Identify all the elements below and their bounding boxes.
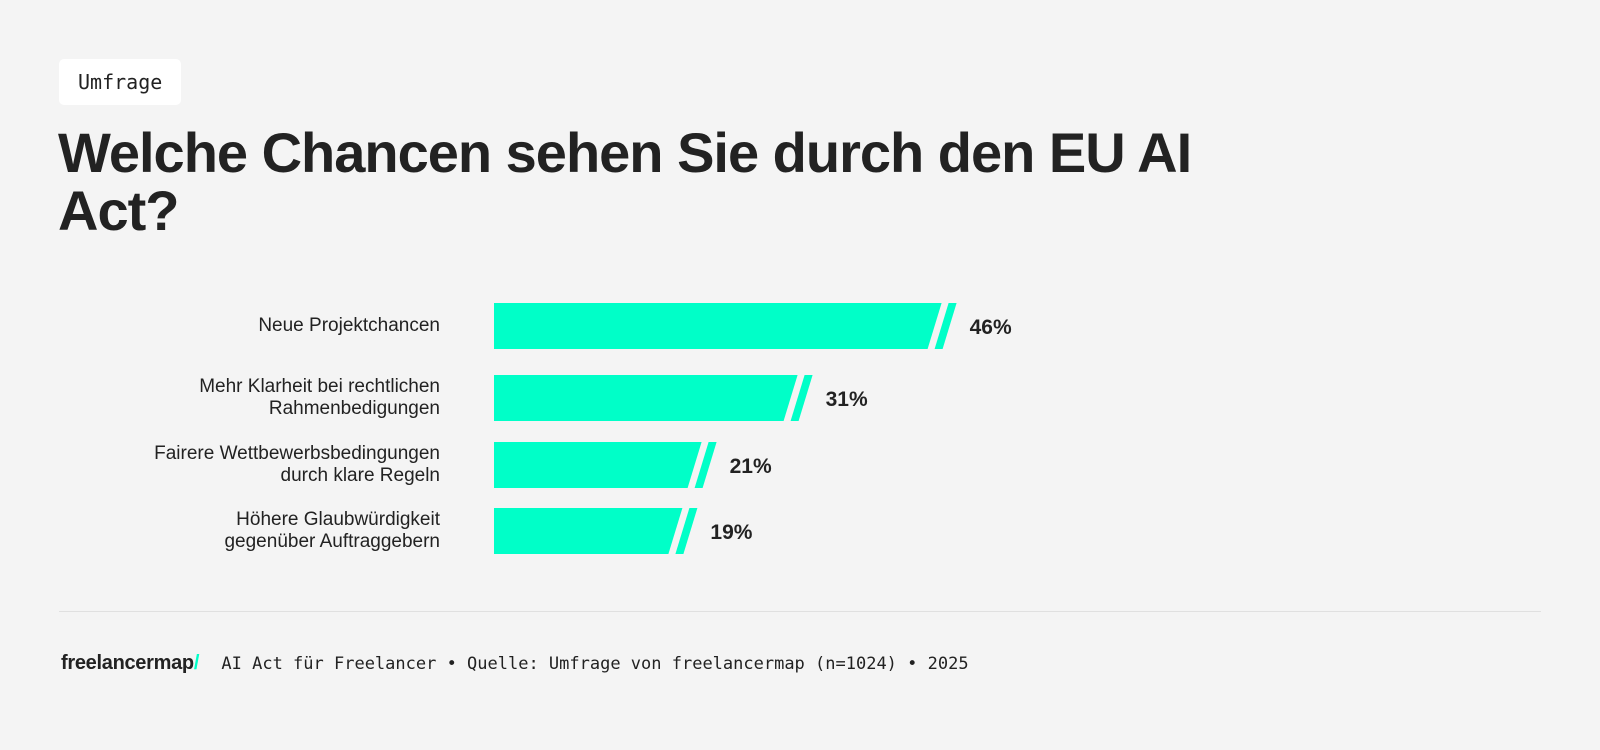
footer: freelancermap / AI Act für Freelancer • Q…: [61, 652, 969, 675]
value-label: 21%: [730, 455, 772, 478]
bar-slash: [675, 508, 698, 554]
divider: [59, 611, 1541, 612]
bar: [494, 375, 798, 421]
bar: [494, 442, 702, 488]
bar-slash: [694, 442, 717, 488]
value-label: 46%: [970, 316, 1012, 339]
value-label: 31%: [826, 388, 868, 411]
freelancermap-logo: freelancermap: [61, 652, 194, 674]
bar: [494, 303, 942, 349]
category-label: Neue Projektchancen: [258, 315, 440, 336]
bar: [494, 508, 683, 554]
source-note: AI Act für Freelancer • Quelle: Umfrage …: [221, 654, 969, 674]
category-label: Höhere Glaubwürdigkeit gegenüber Auftrag…: [224, 509, 440, 552]
category-tag: Umfrage: [59, 59, 182, 105]
bar-slash: [934, 303, 957, 349]
category-label: Mehr Klarheit bei rechtlichen Rahmenbedi…: [199, 376, 440, 419]
page-title: Welche Chancen sehen Sie durch den EU AI…: [58, 121, 1192, 242]
category-label: Fairere Wettbewerbsbedingungen durch kla…: [154, 443, 440, 486]
value-label: 19%: [710, 521, 752, 544]
bar-slash: [790, 375, 813, 421]
logo-slash: /: [193, 652, 200, 674]
